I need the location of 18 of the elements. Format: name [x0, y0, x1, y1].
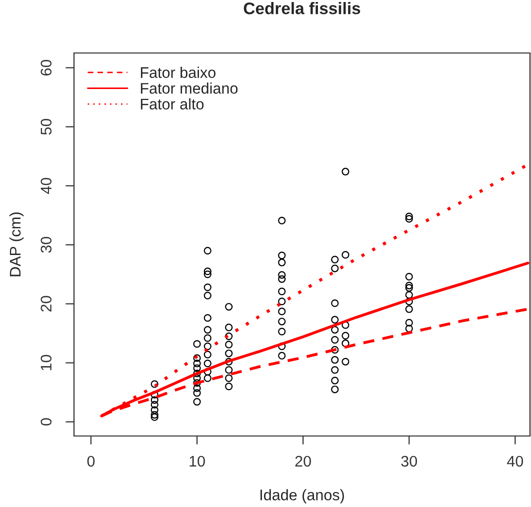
y-tick-label: 10 [40, 354, 52, 370]
y-tick-label: 40 [40, 178, 52, 194]
y-tick-label: 0 [40, 418, 52, 426]
x-axis-title: Idade (anos) [260, 489, 344, 504]
y-tick-label: 50 [40, 118, 52, 135]
legend-label: Fator mediano [140, 82, 238, 94]
x-tick-label: 20 [295, 456, 311, 467]
y-axis-title: DAP (cm) [9, 212, 24, 276]
x-tick-label: 40 [507, 456, 524, 467]
legend-label: Fator alto [140, 98, 204, 110]
chart-title: Cedrela fissilis [244, 2, 360, 14]
y-tick-label: 60 [40, 60, 52, 76]
x-tick-label: 0 [87, 456, 95, 467]
legend-label: Fator baixo [140, 66, 216, 78]
x-tick-label: 30 [401, 456, 418, 467]
y-tick-label: 30 [40, 236, 52, 253]
y-tick-label: 20 [40, 296, 52, 312]
x-tick-label: 10 [190, 456, 205, 467]
